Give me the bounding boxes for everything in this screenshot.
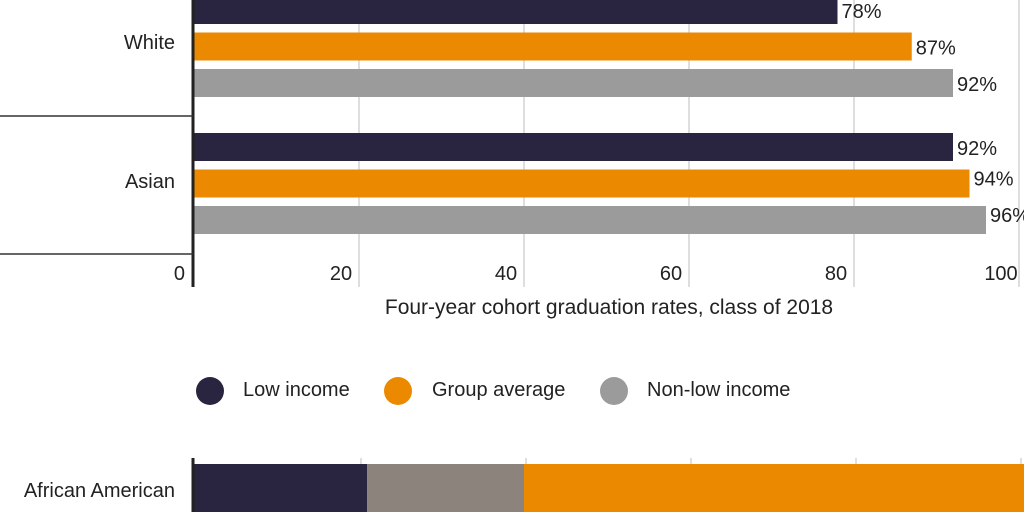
bar-white-1 (194, 32, 912, 61)
data-label: 87% (916, 38, 956, 60)
data-label: 94% (974, 169, 1014, 191)
stacked-segment-0 (194, 464, 368, 512)
x-tick-label: 80 (825, 263, 847, 285)
bars-bottom (194, 464, 1024, 512)
legend-label-low-income: Low income (243, 379, 350, 401)
legend: Low income Group average Non-low income (196, 377, 790, 405)
x-tick-label: 40 (495, 263, 517, 285)
x-tick-label: 100 (984, 263, 1017, 285)
x-axis-title: Four-year cohort graduation rates, class… (385, 296, 833, 319)
legend-swatch-low-income (196, 377, 224, 405)
bar-asian-2 (194, 206, 986, 234)
bar-asian-1 (194, 169, 970, 198)
bars-top: 78%87%92%92%94%96% (194, 0, 1024, 234)
legend-swatch-non-low-income (600, 377, 628, 405)
category-label-white: White (124, 32, 175, 54)
legend-label-group-average: Group average (432, 379, 565, 401)
stacked-segment-1 (367, 464, 524, 512)
data-label: 78% (842, 1, 882, 23)
bar-asian-0 (194, 133, 953, 161)
data-label: 96% (990, 205, 1024, 227)
x-tick-label: 0 (174, 263, 185, 285)
data-label: 92% (957, 138, 997, 160)
data-label: 92% (957, 74, 997, 96)
category-label-asian: Asian (125, 171, 175, 193)
x-tick-label: 20 (330, 263, 352, 285)
bar-white-2 (194, 69, 953, 97)
category-label-african-american: African American (24, 480, 175, 502)
stacked-segment-2 (524, 464, 1024, 512)
legend-label-non-low-income: Non-low income (647, 379, 790, 401)
x-tick-label: 60 (660, 263, 682, 285)
legend-swatch-group-average (384, 377, 412, 405)
x-tick-labels: 0 20 40 60 80 100 (174, 263, 1018, 285)
bar-white-0 (194, 0, 838, 24)
